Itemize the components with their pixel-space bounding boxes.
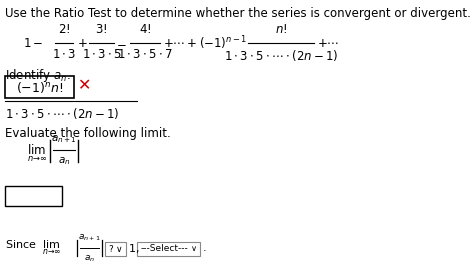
Text: $a_{n+1}$: $a_{n+1}$: [78, 233, 101, 243]
Text: $\lim_{n \to \infty}$: $\lim_{n \to \infty}$: [27, 142, 47, 164]
Text: $-$: $-$: [116, 37, 127, 50]
Text: $+ \cdots + (-1)^{n-1}$: $+ \cdots + (-1)^{n-1}$: [163, 34, 247, 52]
Text: $1 \cdot 3$: $1 \cdot 3$: [52, 48, 76, 61]
Text: $+$: $+$: [76, 37, 87, 50]
Text: $3!$: $3!$: [95, 23, 108, 36]
Text: $a_n$: $a_n$: [58, 155, 70, 167]
Text: $1,$: $1,$: [128, 242, 139, 255]
Text: .: .: [203, 243, 207, 253]
Text: $1 \cdot 3 \cdot 5$: $1 \cdot 3 \cdot 5$: [82, 48, 121, 61]
Text: $a_n$: $a_n$: [84, 253, 95, 263]
Text: $4!$: $4!$: [139, 23, 151, 36]
Bar: [105, 242, 126, 256]
Text: $1 -$: $1 -$: [23, 37, 44, 50]
Text: $1 \cdot 3 \cdot 5 \cdot 7$: $1 \cdot 3 \cdot 5 \cdot 7$: [117, 48, 173, 61]
Bar: [137, 242, 200, 256]
Bar: [6, 186, 62, 206]
Text: $2!$: $2!$: [58, 23, 70, 36]
Text: ---Select---: ---Select---: [140, 244, 188, 253]
Text: $(-1)^n n!$: $(-1)^n n!$: [16, 80, 64, 95]
Text: Identify $a_n$.: Identify $a_n$.: [6, 67, 71, 84]
Text: Evaluate the following limit.: Evaluate the following limit.: [6, 127, 171, 140]
Text: $\vee$: $\vee$: [190, 244, 197, 253]
Text: ? $\vee$: ? $\vee$: [108, 243, 123, 254]
Text: $1 \cdot 3 \cdot 5 \cdot \cdots \cdot (2n-1)$: $1 \cdot 3 \cdot 5 \cdot \cdots \cdot (2…: [224, 48, 338, 63]
Text: Since  $\lim_{n \to \infty}$: Since $\lim_{n \to \infty}$: [6, 239, 62, 257]
Bar: [6, 77, 74, 98]
Text: ✕: ✕: [78, 78, 91, 93]
Text: $+ \cdots$: $+ \cdots$: [317, 37, 339, 50]
Text: $n!$: $n!$: [275, 23, 287, 36]
Text: Use the Ratio Test to determine whether the series is convergent or divergent.: Use the Ratio Test to determine whether …: [6, 7, 471, 20]
Text: $a_{n+1}$: $a_{n+1}$: [51, 133, 77, 145]
Text: $1 \cdot 3 \cdot 5 \cdot \cdots \cdot (2n-1)$: $1 \cdot 3 \cdot 5 \cdot \cdots \cdot (2…: [6, 106, 120, 121]
